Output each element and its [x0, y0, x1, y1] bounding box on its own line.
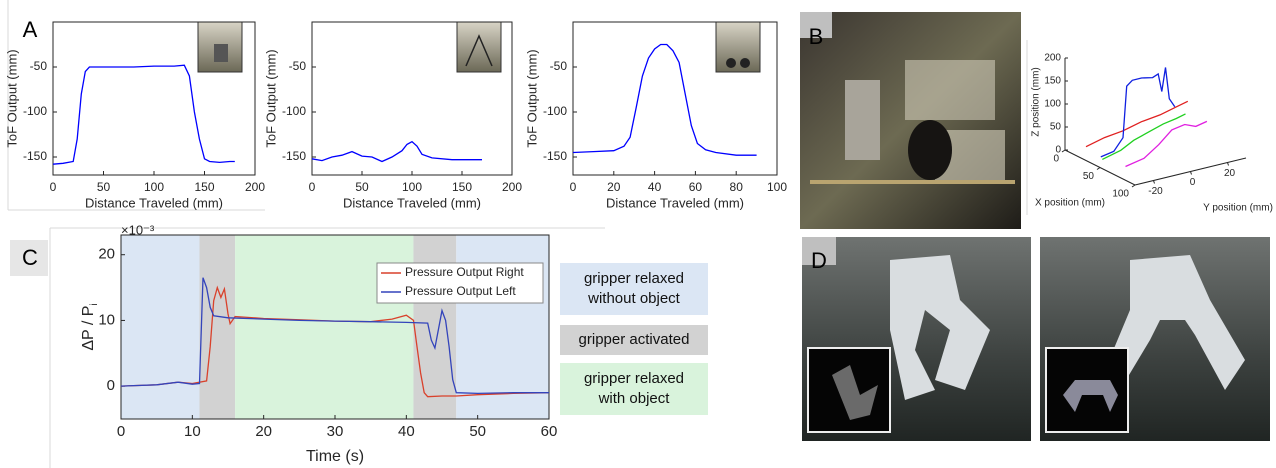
y-axis-label: Y position (mm)	[1203, 203, 1273, 214]
x-tick-label: 200	[245, 180, 265, 194]
x-tick-label: 100	[767, 180, 787, 194]
x-tick-label: 20	[607, 180, 621, 194]
photo	[802, 237, 1270, 441]
data-line	[1101, 68, 1175, 157]
z-axis-label: Z position (mm)	[1031, 67, 1042, 136]
x-tick	[1062, 150, 1065, 152]
y-tick-label: -50	[289, 59, 307, 73]
x-tick-label: 80	[730, 180, 744, 194]
x-axis-label: Time (s)	[306, 448, 364, 465]
x-tick-label: 50	[97, 180, 111, 194]
z-tick-label: 100	[1044, 99, 1061, 110]
annotation-text: gripper activated	[579, 331, 690, 348]
panel-label: C	[22, 245, 38, 270]
annotation-text: gripper relaxed	[584, 270, 684, 287]
x-axis-label: Distance Traveled (mm)	[85, 195, 223, 210]
z-tick-label: 150	[1044, 76, 1061, 87]
x-tick-label: 50	[355, 180, 369, 194]
y-tick-label: -50	[30, 59, 48, 73]
x-tick-label: 100	[1112, 189, 1129, 200]
y-axis-label: ToF Output (mm)	[524, 49, 539, 147]
x-tick-label: 0	[1053, 154, 1059, 165]
y-tick-label: -150	[543, 149, 567, 163]
annotation-text: without object	[587, 290, 681, 307]
thumbnail	[198, 22, 760, 72]
legend-label: Pressure Output Left	[405, 284, 516, 298]
y-axis-label-subscript: i	[89, 303, 100, 305]
y-tick	[1228, 163, 1229, 166]
y-axis-label: ToF Output (mm)	[263, 49, 278, 147]
legend-label: Pressure Output Right	[405, 265, 524, 279]
x-tick-label: 0	[117, 423, 125, 440]
figure: A B C D 050100150200-50-100-150Distance …	[0, 0, 1276, 468]
region	[121, 235, 199, 419]
y-tick-label: -50	[550, 59, 568, 73]
x-tick-label: 0	[570, 180, 577, 194]
y-tick-label: 20	[98, 246, 115, 263]
y-tick-label: -150	[23, 149, 47, 163]
data-line	[312, 142, 482, 162]
annotation-text: gripper relaxed	[584, 370, 684, 387]
x-tick-label: 40	[398, 423, 415, 440]
x-tick-label: 100	[144, 180, 164, 194]
y-tick-label: 10	[98, 311, 115, 328]
data-line	[1086, 101, 1188, 146]
panel-label: B	[809, 24, 824, 49]
x-tick-label: 60	[689, 180, 703, 194]
z-tick-label: 200	[1044, 53, 1061, 64]
x-axis-label: Distance Traveled (mm)	[343, 195, 481, 210]
x-axis-label: X position (mm)	[1035, 198, 1105, 209]
x-tick-label: 10	[184, 423, 201, 440]
y-tick-label: -100	[23, 104, 47, 118]
y-tick-label: 0	[107, 377, 115, 394]
y-tick-label: -100	[543, 104, 567, 118]
x-tick-label: 200	[502, 180, 522, 194]
x-tick-label: 0	[309, 180, 316, 194]
x-tick-label: 50	[469, 423, 486, 440]
region	[199, 235, 235, 419]
x-tick-label: 0	[50, 180, 57, 194]
y-tick-label: -20	[1148, 186, 1163, 197]
x-tick-label: 30	[327, 423, 344, 440]
x-tick-label: 40	[648, 180, 662, 194]
x-tick	[1132, 185, 1135, 187]
x-tick-label: 60	[541, 423, 558, 440]
y-tick	[1191, 172, 1192, 175]
y-axis-label: ΔP / Pi	[80, 303, 99, 350]
y-tick-label: 20	[1224, 168, 1236, 179]
data-line	[53, 65, 235, 164]
annotation-text: with object	[598, 390, 671, 407]
y-tick-label: 0	[1190, 177, 1196, 188]
x-tick-label: 20	[255, 423, 272, 440]
x-tick-label: 50	[1083, 171, 1095, 182]
x-axis-label: Distance Traveled (mm)	[606, 195, 744, 210]
x-tick	[1097, 168, 1100, 170]
photo	[800, 12, 1021, 229]
x-tick-label: 150	[194, 180, 214, 194]
panel-label: A	[23, 17, 38, 42]
y-tick	[1154, 181, 1155, 184]
y-axis-label: ToF Output (mm)	[4, 49, 19, 147]
x-tick-label: 150	[452, 180, 472, 194]
z-tick-label: 50	[1050, 122, 1062, 133]
x-tick-label: 100	[402, 180, 422, 194]
y-multiplier: ×10⁻³	[121, 222, 155, 237]
data-line	[1126, 121, 1207, 166]
y-tick-label: -150	[282, 149, 306, 163]
y-tick-label: -100	[282, 104, 306, 118]
panel-label: D	[811, 248, 827, 273]
